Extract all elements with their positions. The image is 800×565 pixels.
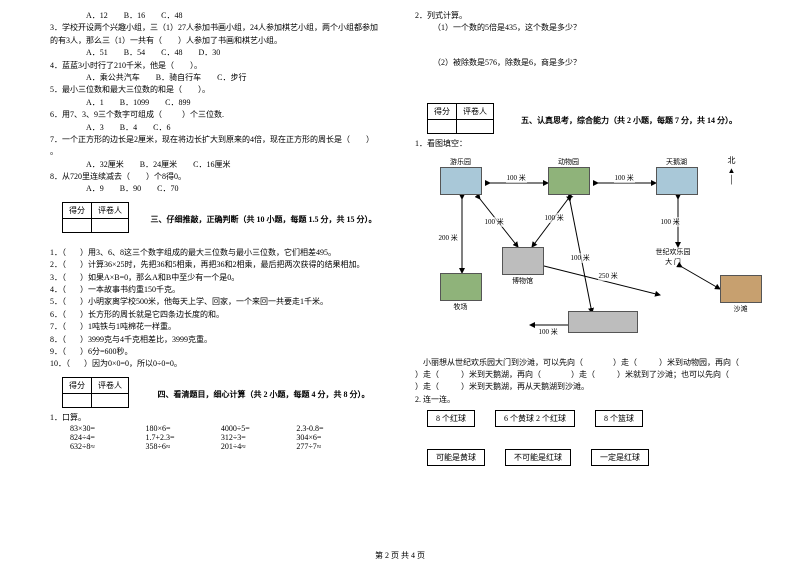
dist-label: 200 米 bbox=[438, 233, 459, 243]
box-row-1: 8 个红球 6 个黄球 2 个红球 8 个篮球 bbox=[415, 410, 764, 427]
q6-options: A．3 B．4 C．6 bbox=[50, 122, 398, 134]
box-b1: 可能是黄球 bbox=[427, 449, 485, 466]
dist-label: 250 米 bbox=[598, 271, 619, 281]
judge-3: 3．（ ）如果A×B=0，那么A和B中至少有一个是0。 bbox=[50, 272, 398, 284]
q4-options: A．乘公共汽车 B．骑自行车 C．步行 bbox=[50, 72, 398, 84]
q8-options: A．9 B．90 C．70 bbox=[50, 183, 398, 195]
q7-line1: 7．一个正方形的边长是2厘米，现在将边长扩大到原来的4倍，现在正方形的周长是（ … bbox=[50, 134, 398, 146]
fill-1: 小丽想从世纪欢乐园大门到沙滩，可以先向（ ）走（ ）米到动物园，再向（ bbox=[415, 357, 764, 369]
score-label: 得分 bbox=[63, 377, 92, 393]
node-beach: 沙滩 bbox=[720, 275, 762, 314]
q7-line2: 。 bbox=[50, 146, 398, 158]
section-5-title: 五、认真思考，综合能力（共 2 小题，每题 7 分，共 14 分）。 bbox=[494, 101, 764, 126]
dist-label: 100 米 bbox=[506, 173, 527, 183]
score-label: 得分 bbox=[63, 202, 92, 218]
node-museum: 博物馆 bbox=[502, 247, 544, 286]
score-box-sec3: 得分评卷人 bbox=[62, 202, 129, 233]
box-b2: 不可能是红球 bbox=[505, 449, 571, 466]
judge-2: 2．（ ）计算36×25时，先把36和5相乘，再把36和2相乘，最后把两次获得的… bbox=[50, 259, 398, 271]
map-diagram: 北▲│ 游乐园 动物园 天鹅湖 博物馆 牧场 世纪欢乐园大 门 沙滩 bbox=[420, 155, 760, 355]
grader-label: 评卷人 bbox=[457, 104, 494, 120]
box-row-2: 可能是黄球 不可能是红球 一定是红球 bbox=[415, 449, 764, 466]
q5-options: A．1 B．1099 C．899 bbox=[50, 97, 398, 109]
r-q2-2: （2）被除数是576，除数是6，商是多少？ bbox=[415, 57, 764, 69]
dist-label: 100 米 bbox=[484, 217, 505, 227]
r-q2: 2．列式计算。 bbox=[415, 10, 764, 22]
section-4-title: 四、看清题目，细心计算（共 2 小题，每题 4 分，共 8 分）。 bbox=[129, 375, 398, 400]
r-q2-1: （1）一个数的5倍是435，这个数是多少？ bbox=[415, 22, 764, 34]
node-gate: 世纪欢乐园大 门 bbox=[656, 247, 691, 267]
node-gate-img bbox=[568, 311, 638, 334]
score-box-sec5: 得分评卷人 bbox=[427, 103, 494, 134]
dist-label: 100 米 bbox=[538, 327, 559, 337]
node-amusement: 游乐园 bbox=[440, 157, 482, 196]
grader-label: 评卷人 bbox=[92, 202, 129, 218]
judge-5: 5．（ ）小明家离学校500米，他每天上学、回家，一个来回一共要走1千米。 bbox=[50, 296, 398, 308]
node-swanlake: 天鹅湖 bbox=[656, 157, 698, 196]
score-label: 得分 bbox=[428, 104, 457, 120]
q6: 6．用7、3、9三个数字可组成（ ）个三位数. bbox=[50, 109, 398, 121]
grader-label: 评卷人 bbox=[92, 377, 129, 393]
q3-line2: 的有3人，那么三（1）一共有（ ）人参加了书画和棋艺小组。 bbox=[50, 35, 398, 47]
node-ranch: 牧场 bbox=[440, 273, 482, 312]
box-a2: 6 个黄球 2 个红球 bbox=[495, 410, 575, 427]
page-footer: 第 2 页 共 4 页 bbox=[0, 550, 800, 561]
box-a1: 8 个红球 bbox=[427, 410, 475, 427]
fill-3: ）走（ ）米到天鹅湖，再从天鹅湖到沙滩。 bbox=[415, 381, 764, 393]
q7-options: A．32厘米 B．24厘米 C．16厘米 bbox=[50, 159, 398, 171]
dist-label: 100 米 bbox=[614, 173, 635, 183]
dist-label: 100 米 bbox=[570, 253, 591, 263]
q8: 8．从720里连续减去（ ）个8得0。 bbox=[50, 171, 398, 183]
dist-label: 100 米 bbox=[544, 213, 565, 223]
calc-row-1: 83×30=180×6=4000÷5=2.3-0.8= bbox=[50, 424, 398, 433]
judge-10: 10．（ ）因为0×0=0，所以0÷0=0。 bbox=[50, 358, 398, 370]
section-3-title: 三、仔细推敲，正确判断（共 10 小题，每题 1.5 分，共 15 分）。 bbox=[129, 200, 398, 225]
box-a3: 8 个篮球 bbox=[595, 410, 643, 427]
diagram-head: 1．看图填空： bbox=[415, 138, 764, 150]
fill-2: ）走（ ）米到天鹅湖，再向（ ）走（ ）米就到了沙滩；也可以先向（ bbox=[415, 369, 764, 381]
box-b3: 一定是红球 bbox=[591, 449, 649, 466]
judge-4: 4．（ ）一本故事书约重150千克。 bbox=[50, 284, 398, 296]
judge-7: 7．（ ）1吨铁与1吨棉花一样重。 bbox=[50, 321, 398, 333]
calc-head: 1．口算。 bbox=[50, 412, 398, 424]
q5: 5．最小三位数和最大三位数的和是（ ）。 bbox=[50, 84, 398, 96]
score-box-sec4: 得分评卷人 bbox=[62, 377, 129, 408]
calc-row-2: 824÷4=1.7+2.3=312÷3=304×6= bbox=[50, 433, 398, 442]
q3-options: A．51 B．54 C．48 D．30 bbox=[50, 47, 398, 59]
node-zoo: 动物园 bbox=[548, 157, 590, 196]
q3-line1: 3．学校开设两个兴趣小组，三（1）27人参加书画小组，24人参加棋艺小组，两个小… bbox=[50, 22, 398, 34]
q2-options: A．12 B．16 C．48 bbox=[50, 10, 398, 22]
judge-1: 1．（ ）用3、6、8这三个数字组成的最大三位数与最小三位数，它们相差495。 bbox=[50, 247, 398, 259]
r-q2b: 2. 连一连。 bbox=[415, 394, 764, 406]
judge-6: 6．（ ）长方形的周长就是它四条边长度的和。 bbox=[50, 309, 398, 321]
calc-row-3: 632÷8≈358÷6≈201÷4≈277÷7≈ bbox=[50, 442, 398, 451]
dist-label: 100 米 bbox=[660, 217, 681, 227]
judge-8: 8．（ ）3999克与4千克相差比，3999克重。 bbox=[50, 334, 398, 346]
q4: 4．蓝蓝3小时行了210千米，他是（ ）。 bbox=[50, 60, 398, 72]
judge-9: 9．（ ）6分=600秒。 bbox=[50, 346, 398, 358]
